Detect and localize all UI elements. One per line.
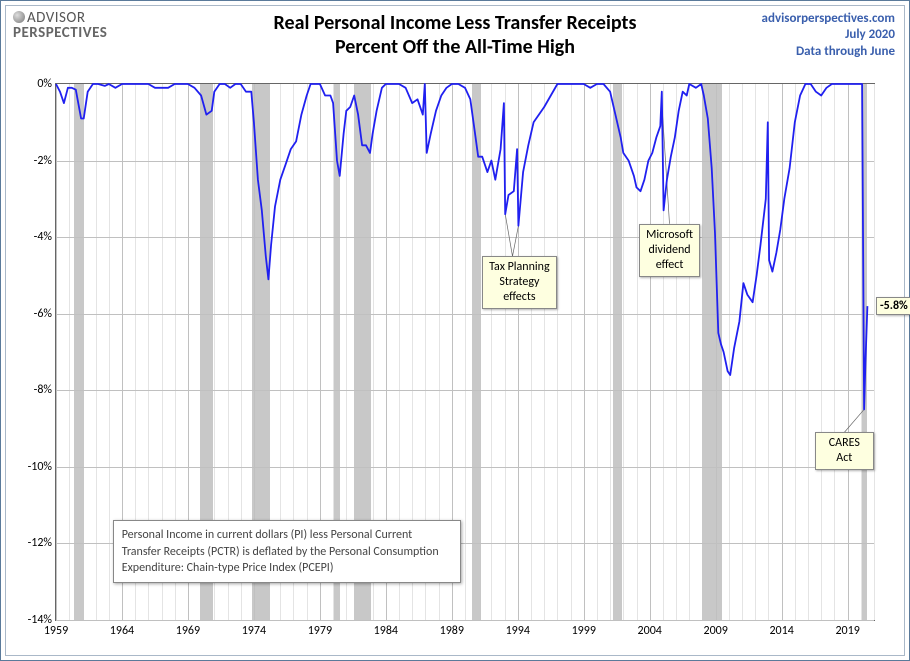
ytick-label: 0% bbox=[37, 77, 52, 91]
xtick-label: 2009 bbox=[704, 624, 728, 638]
ytick-label: -8% bbox=[34, 383, 52, 397]
xtick-label: 1989 bbox=[440, 624, 464, 638]
annotation-tax-planning: Tax PlanningStrategyeffects bbox=[482, 256, 556, 309]
annotation-microsoft-dividend: Microsoftdividendeffect bbox=[639, 224, 700, 277]
gridline-major-horiz bbox=[56, 620, 874, 621]
xtick-label: 2014 bbox=[769, 624, 793, 638]
ytick-label: -4% bbox=[34, 230, 52, 244]
xtick-label: 2019 bbox=[835, 624, 859, 638]
xtick-label: 1984 bbox=[374, 624, 398, 638]
ytick-label: -2% bbox=[34, 154, 52, 168]
chart-title-line2: Percent Off the All-Time High bbox=[1, 35, 909, 59]
income-line bbox=[56, 84, 867, 409]
ytick-label: -12% bbox=[28, 536, 52, 550]
chart-title-line1: Real Personal Income Less Transfer Recei… bbox=[1, 11, 909, 35]
ytick-label: -14% bbox=[28, 613, 52, 627]
annotation-cares-act: CARES Act bbox=[815, 432, 874, 470]
xtick-label: 1964 bbox=[110, 624, 134, 638]
xtick-label: 1969 bbox=[176, 624, 200, 638]
xtick-label: 1974 bbox=[242, 624, 266, 638]
xtick-label: 1979 bbox=[308, 624, 332, 638]
gridline-minor-vert bbox=[874, 84, 875, 620]
ytick-label: -10% bbox=[28, 460, 52, 474]
plot-area: 1959196419691974197919841989199419992004… bbox=[55, 83, 875, 621]
chart-frame: ADVISOR PERSPECTIVES advisorperspectives… bbox=[0, 0, 910, 661]
footnote-box: Personal Income in current dollars (PI) … bbox=[113, 520, 461, 583]
xtick-label: 2004 bbox=[638, 624, 662, 638]
chart-title: Real Personal Income Less Transfer Recei… bbox=[1, 11, 909, 59]
xtick-label: 1994 bbox=[506, 624, 530, 638]
endpoint-label: -5.8% bbox=[876, 297, 910, 315]
xtick-label: 1999 bbox=[572, 624, 596, 638]
ytick-label: -6% bbox=[34, 307, 52, 321]
